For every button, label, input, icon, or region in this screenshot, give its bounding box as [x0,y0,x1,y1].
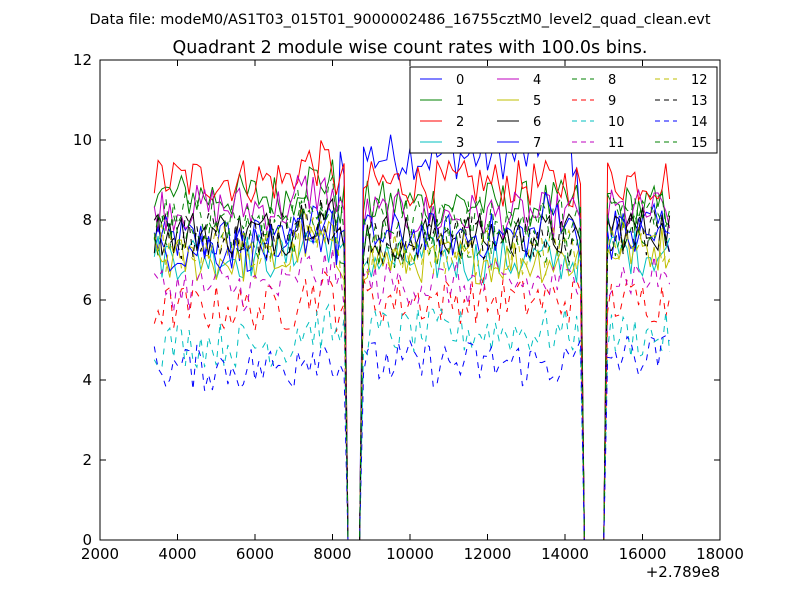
x-tick-label: 10000 [386,545,434,563]
series-line-14 [153,335,671,541]
legend-label-12: 12 [691,73,708,88]
legend-label-7: 7 [533,136,541,151]
series-line-8 [153,200,670,541]
series-line-10 [153,303,671,541]
x-tick-label: 2000 [81,545,119,563]
x-tick-label: 4000 [158,545,196,563]
x-tick-label: 16000 [619,545,667,563]
legend-label-6: 6 [533,115,541,130]
legend-label-14: 14 [691,115,708,130]
x-offset-label: +2.789e8 [646,563,720,581]
x-tick-label: 18000 [696,545,744,563]
series-line-0 [153,111,671,541]
legend-label-5: 5 [533,94,541,109]
legend-label-10: 10 [608,115,625,130]
plot-lines [153,111,671,541]
y-tick-label: 6 [82,291,92,309]
series-line-9 [153,270,671,541]
x-tick-label: 12000 [464,545,512,563]
series-line-6 [153,197,671,541]
x-tick-label: 6000 [236,545,274,563]
series-line-5 [153,220,671,541]
y-tick-label: 2 [82,451,92,469]
y-tick-label: 0 [82,531,92,549]
series-line-12 [153,207,671,541]
y-tick-label: 10 [73,131,92,149]
series-line-15 [153,174,671,541]
series-line-3 [153,229,671,541]
x-tick-label: 14000 [541,545,589,563]
series-line-11 [153,248,671,541]
y-tick-label: 4 [82,371,92,389]
legend-label-15: 15 [691,136,708,151]
legend-label-0: 0 [456,73,464,88]
data-file-label: Data file: modeM0/AS1T03_015T01_90000024… [89,12,710,28]
x-tick-label: 8000 [313,545,351,563]
y-tick-label: 8 [82,211,92,229]
legend-label-3: 3 [456,136,464,151]
legend-label-9: 9 [608,94,616,109]
legend-label-13: 13 [691,94,708,109]
legend-label-1: 1 [456,94,464,109]
series-line-13 [153,198,671,541]
y-tick-label: 12 [73,51,92,69]
legend-label-11: 11 [608,136,625,151]
legend-label-2: 2 [456,115,464,130]
legend-box [409,66,718,154]
axes: 2000 4000 6000 8000 10000 12000 14000 16000 1800… [73,51,744,563]
legend-label-8: 8 [608,73,616,88]
legend-label-4: 4 [533,73,541,88]
chart-title: Quadrant 2 module wise count rates with … [173,38,648,58]
